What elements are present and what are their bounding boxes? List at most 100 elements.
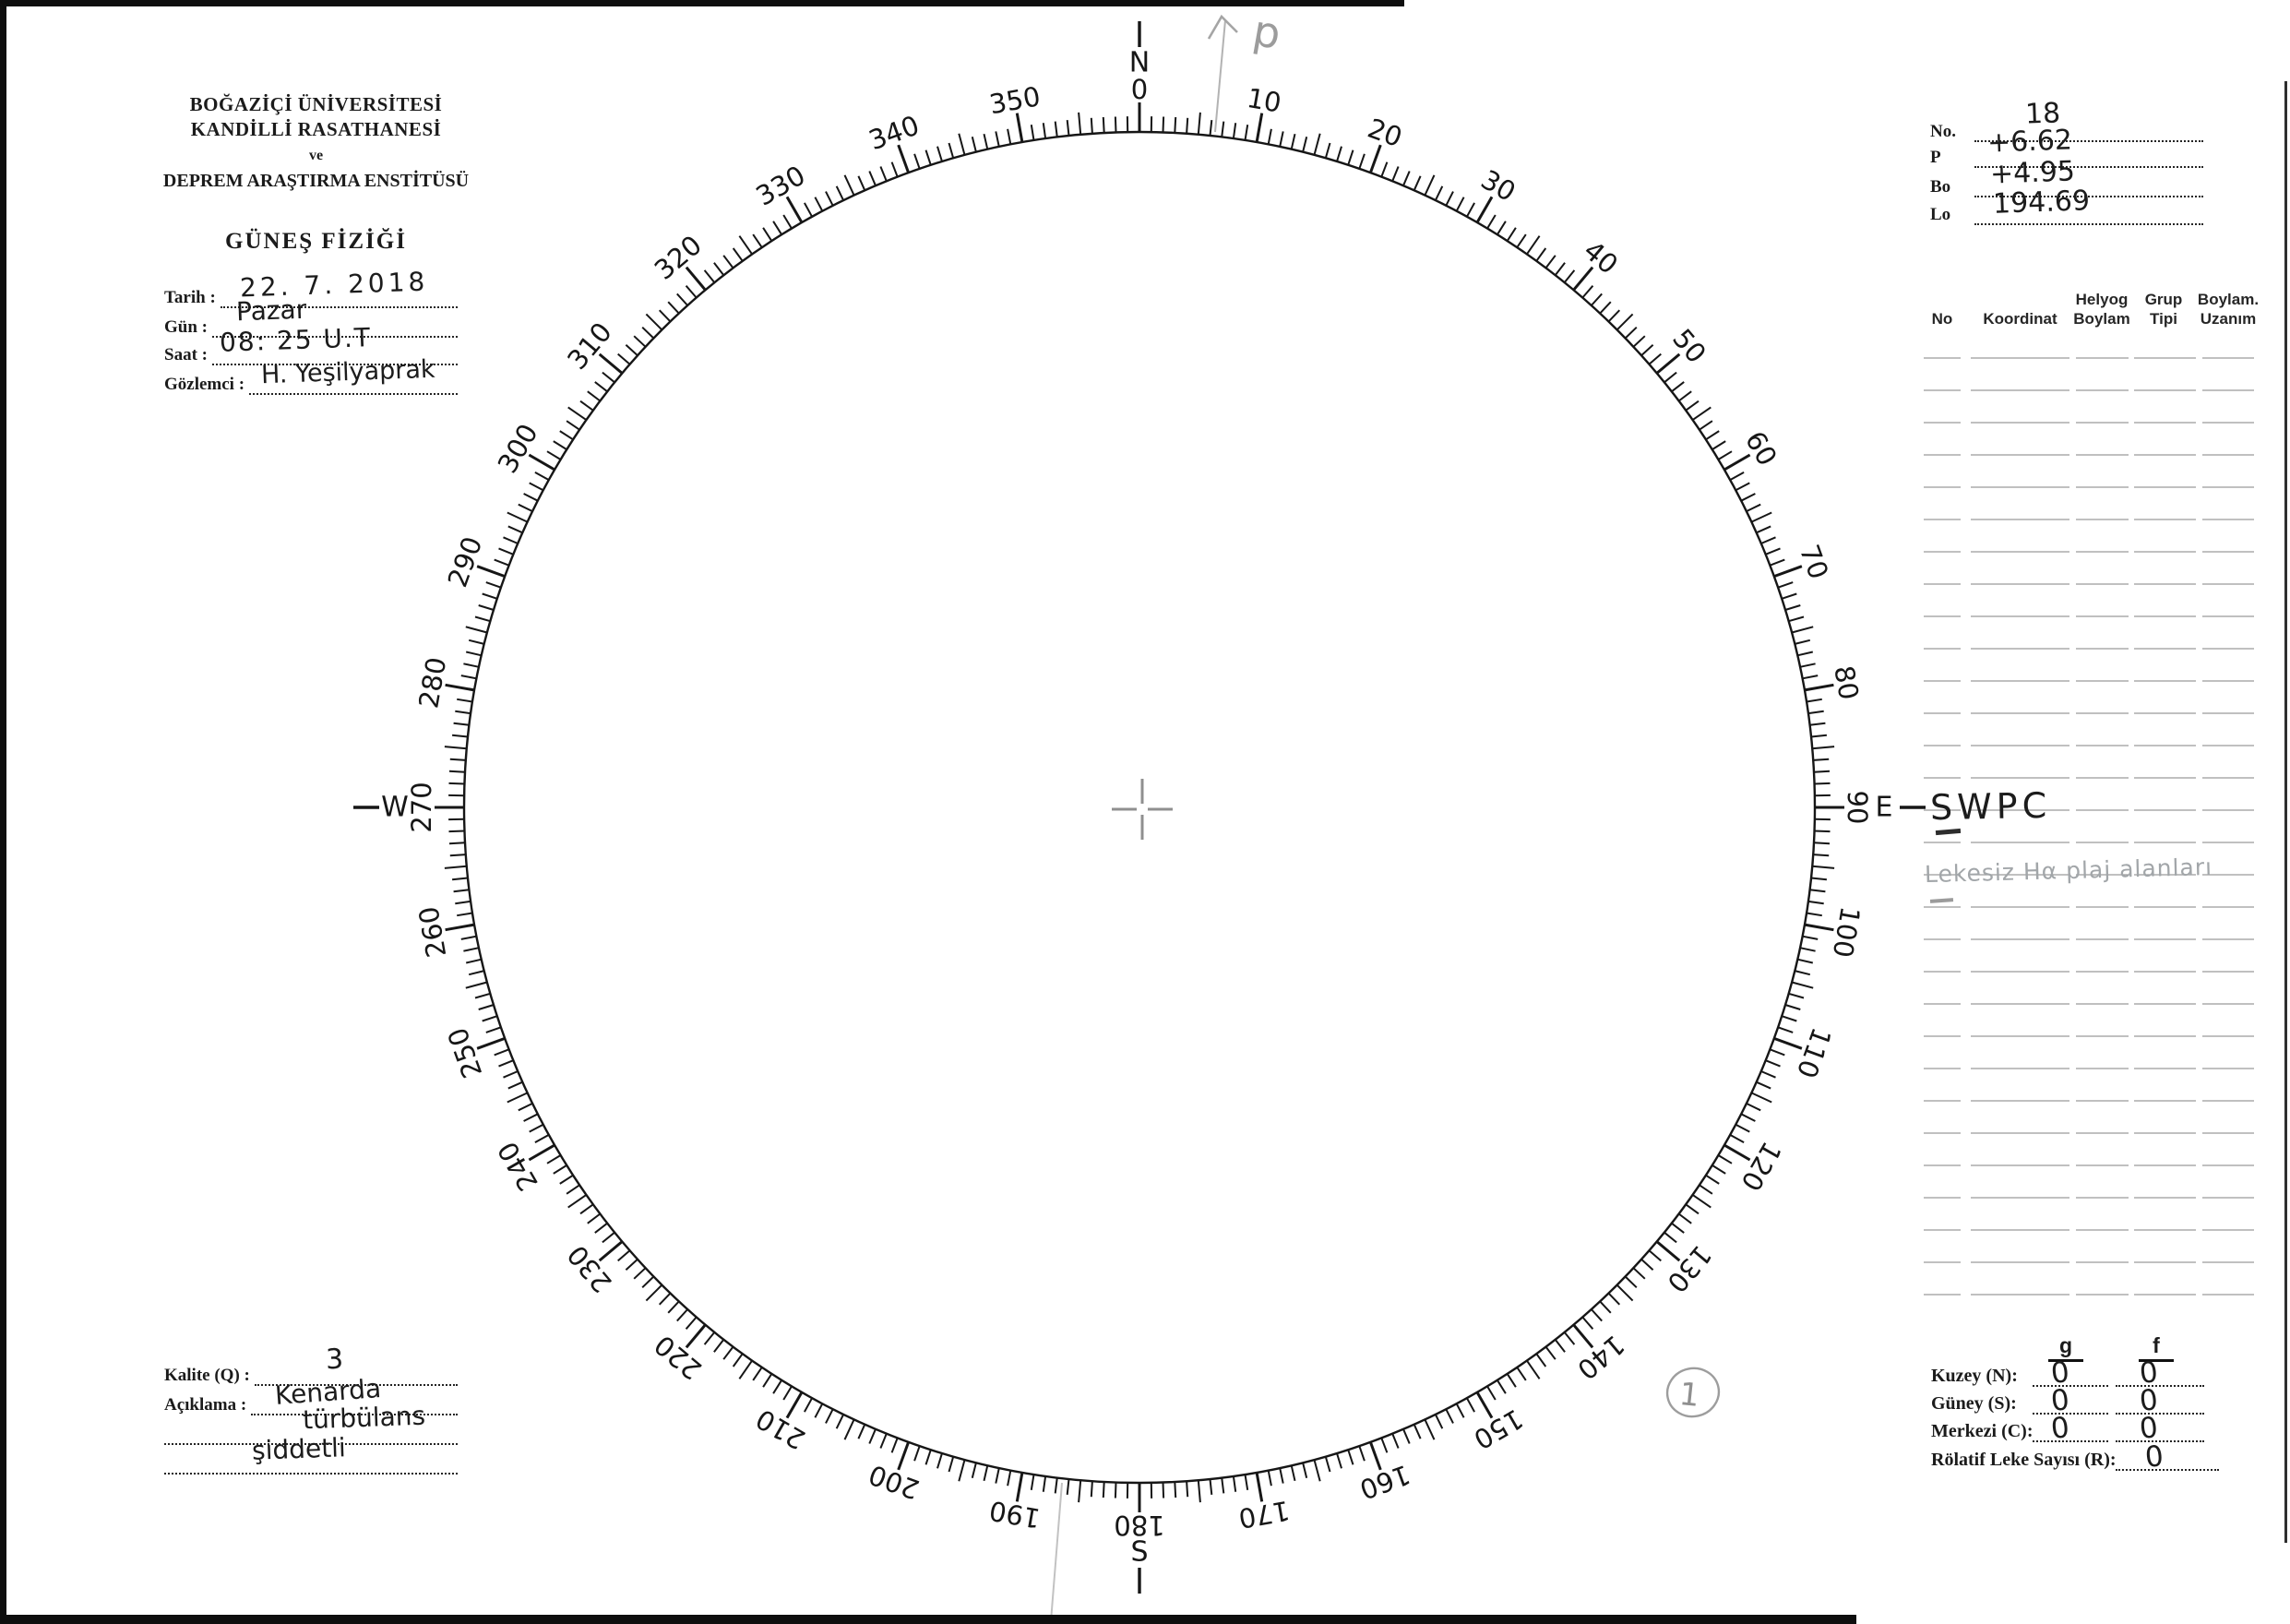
dial-tick: [1796, 958, 1814, 964]
dotted-line: [2116, 1413, 2204, 1415]
dial-tick: [448, 830, 465, 833]
dial-tick: [1090, 1481, 1093, 1498]
dial-tick: [1535, 247, 1547, 262]
dial-tick: [1497, 221, 1507, 235]
dial-tick: [476, 565, 506, 579]
dial-tick: [843, 1418, 855, 1440]
dial-tick: [1777, 581, 1794, 589]
dial-tick: [460, 935, 477, 940]
dial-degree-label: 50: [1666, 323, 1712, 369]
dial-tick: [1812, 746, 1835, 750]
dial-tick: [913, 153, 921, 170]
dial-tick: [879, 1433, 888, 1449]
dial-tick: [523, 1113, 539, 1122]
dial-tick: [1324, 1456, 1331, 1473]
dial-tick: [468, 639, 484, 645]
dial-tick: [971, 1463, 977, 1479]
dial-tick: [1391, 166, 1400, 182]
dial-degree-label: 290: [441, 532, 488, 591]
dial-tick: [478, 604, 495, 611]
dial-tick: [594, 381, 608, 393]
field-kalite: Kalite (Q) : 3: [164, 1343, 458, 1386]
dial-tick: [752, 233, 763, 248]
dial-tick: [785, 196, 804, 223]
dial-tick: [1770, 558, 1785, 567]
dial-tick: [451, 734, 469, 738]
dial-tick: [485, 1026, 502, 1033]
institution-line: ve: [308, 148, 324, 163]
dial-tick: [1773, 1036, 1803, 1050]
dial-tick: [518, 1102, 533, 1112]
dial-tick: [1255, 1472, 1264, 1502]
dial-tick: [1729, 1134, 1745, 1143]
dial-tick: [478, 1004, 495, 1010]
count-label: Güney (S):: [1931, 1393, 2017, 1414]
dial-tick: [1114, 1482, 1117, 1499]
dial-tick: [451, 877, 469, 881]
dial-cardinal-n: N: [1129, 47, 1150, 79]
dial-tick: [1806, 912, 1822, 917]
dial-degree-label: 170: [1236, 1495, 1292, 1534]
dial-tick: [645, 1284, 663, 1302]
dial-tick: [1581, 1316, 1594, 1330]
dial-tick: [1391, 1433, 1400, 1449]
dial-tick: [667, 1300, 680, 1314]
institution-line: DEPREM ARAŞTIRMA ENSTİTÜSÜ: [162, 171, 470, 191]
dial-degree-label: 190: [987, 1495, 1043, 1534]
dial-tick: [782, 1385, 793, 1401]
count-row-guney: Güney (S): 0 0: [1931, 1383, 2223, 1418]
dial-tick: [762, 1373, 773, 1388]
dial-cardinal-w: W: [381, 792, 409, 824]
dial-tick: [738, 235, 753, 255]
dial-tick: [676, 1308, 688, 1322]
dial-tick: [685, 1316, 698, 1330]
dial-tick: [1162, 1482, 1165, 1499]
scan-border-bottom: [0, 1615, 1856, 1624]
dial-tick: [1209, 119, 1213, 137]
dial-tick: [1535, 1353, 1547, 1367]
dial-tick: [814, 197, 824, 212]
dial-tick: [936, 146, 943, 162]
dial-tick: [1717, 450, 1733, 460]
dial-tick: [1526, 1360, 1541, 1379]
field-aciklama-line3: şiddetli: [164, 1432, 458, 1475]
dial-tick: [457, 912, 473, 917]
dial-tick: [1413, 175, 1422, 191]
handwritten-quality: 3: [325, 1343, 344, 1377]
pencil-arrow-head: [1207, 14, 1238, 40]
dial-tick: [1475, 196, 1494, 223]
dial-tick: [1781, 1015, 1797, 1022]
dial-tick: [835, 185, 845, 201]
table-header-boylam-uzanim: Boylam. Uzanım: [2197, 291, 2260, 328]
dial-tick: [534, 472, 550, 481]
dial-tick: [1788, 992, 1805, 999]
dial-degree-label: 210: [751, 1403, 811, 1455]
dial-degree-label: 220: [649, 1329, 708, 1386]
dial-degree-label: 310: [561, 316, 618, 376]
dial-degree-label: 260: [412, 904, 452, 960]
dial-tick: [1685, 400, 1700, 412]
field-aciklama: Açıklama : Kenarda: [164, 1373, 458, 1415]
handwritten-count: 0: [2049, 1411, 2071, 1446]
dial-tick: [1616, 313, 1634, 331]
dial-degree-label: 240: [492, 1137, 544, 1197]
dial-tick: [1788, 615, 1805, 623]
dial-tick: [948, 142, 955, 159]
dial-tick: [1802, 935, 1819, 940]
dial-tick: [1756, 525, 1771, 534]
dial-degree-label: 70: [1794, 541, 1835, 583]
dial-tick: [1717, 1154, 1733, 1164]
field-gozlemci: Gözlemci : H. Yeşilyaprak: [164, 355, 458, 395]
table-header-no: No: [1931, 310, 1953, 328]
institution-line: BOĞAZİÇİ ÜNİVERSİTESİ: [189, 93, 443, 115]
dial-tick: [1572, 266, 1594, 292]
dial-degree-label: 280: [412, 655, 452, 710]
dial-tick: [468, 970, 484, 976]
dial-tick: [448, 782, 465, 785]
dial-tick: [1616, 1284, 1634, 1302]
dial-tick: [1336, 146, 1342, 162]
dial-tick: [1799, 947, 1816, 952]
dial-tick: [465, 981, 488, 989]
dial-tick: [843, 174, 855, 197]
